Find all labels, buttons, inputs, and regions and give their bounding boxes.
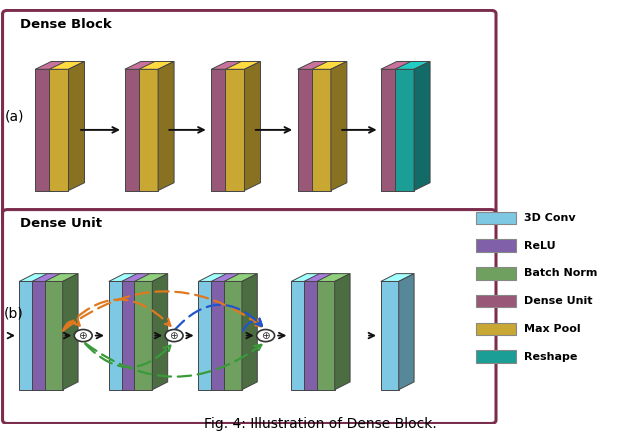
FancyBboxPatch shape [476,239,516,252]
Polygon shape [152,274,168,390]
Polygon shape [304,281,322,390]
Polygon shape [230,61,246,191]
FancyBboxPatch shape [3,210,496,423]
Polygon shape [381,274,414,281]
Polygon shape [109,281,127,390]
Circle shape [74,330,92,342]
Polygon shape [225,69,244,191]
Polygon shape [400,61,416,191]
Polygon shape [32,281,50,390]
Polygon shape [312,61,347,69]
Polygon shape [381,281,399,390]
Circle shape [257,330,275,342]
Polygon shape [50,274,65,390]
Polygon shape [140,274,155,390]
Polygon shape [122,281,140,390]
Polygon shape [298,69,317,191]
Polygon shape [19,281,37,390]
Polygon shape [291,281,309,390]
Text: Dense Block: Dense Block [20,18,112,31]
Polygon shape [211,274,244,281]
Polygon shape [414,61,430,191]
Text: Fig. 4: Illustration of Dense Block.: Fig. 4: Illustration of Dense Block. [204,417,436,431]
Polygon shape [211,61,246,69]
Polygon shape [68,61,84,191]
Polygon shape [298,61,333,69]
Polygon shape [127,274,142,390]
Polygon shape [63,274,78,390]
Polygon shape [331,61,347,191]
Polygon shape [317,61,333,191]
Polygon shape [242,274,257,390]
Polygon shape [139,69,158,191]
Text: ReLU: ReLU [524,241,556,251]
Polygon shape [125,61,160,69]
Text: Reshape: Reshape [524,352,578,362]
Polygon shape [395,61,430,69]
Polygon shape [32,274,65,281]
Polygon shape [211,69,230,191]
Text: $\oplus$: $\oplus$ [169,330,179,341]
Polygon shape [309,274,324,390]
Polygon shape [158,61,174,191]
Polygon shape [144,61,160,191]
Polygon shape [229,274,244,390]
Polygon shape [45,281,63,390]
Text: 3D Conv: 3D Conv [524,213,576,223]
Polygon shape [395,69,414,191]
FancyBboxPatch shape [476,295,516,307]
Text: $\oplus$: $\oplus$ [260,330,271,341]
Text: Dense Unit: Dense Unit [524,296,593,306]
Polygon shape [335,274,350,390]
Polygon shape [322,274,337,390]
Text: (b): (b) [4,307,24,321]
Text: $\oplus$: $\oplus$ [78,330,88,341]
Polygon shape [198,281,216,390]
Polygon shape [381,61,416,69]
FancyBboxPatch shape [476,350,516,363]
Text: (a): (a) [4,110,24,124]
Polygon shape [244,61,260,191]
Text: Batch Norm: Batch Norm [524,268,598,278]
Polygon shape [45,274,78,281]
FancyBboxPatch shape [476,267,516,280]
Polygon shape [317,281,335,390]
Polygon shape [19,274,52,281]
Polygon shape [125,69,144,191]
Polygon shape [49,61,84,69]
FancyBboxPatch shape [476,323,516,335]
Polygon shape [224,281,242,390]
Polygon shape [35,69,54,191]
FancyBboxPatch shape [476,212,516,224]
Polygon shape [224,274,257,281]
Circle shape [165,330,183,342]
Polygon shape [399,274,414,390]
Polygon shape [312,69,331,191]
FancyBboxPatch shape [3,10,496,224]
Polygon shape [109,274,142,281]
Polygon shape [49,69,68,191]
Polygon shape [198,274,232,281]
Polygon shape [54,61,70,191]
Polygon shape [122,274,155,281]
Polygon shape [291,274,324,281]
Polygon shape [216,274,232,390]
Text: Dense Unit: Dense Unit [20,217,102,230]
Polygon shape [304,274,337,281]
Polygon shape [134,281,152,390]
Polygon shape [317,274,350,281]
Polygon shape [134,274,168,281]
Polygon shape [381,69,400,191]
Polygon shape [225,61,260,69]
Polygon shape [211,281,229,390]
Polygon shape [37,274,52,390]
Polygon shape [139,61,174,69]
Polygon shape [35,61,70,69]
Text: Max Pool: Max Pool [524,324,581,334]
